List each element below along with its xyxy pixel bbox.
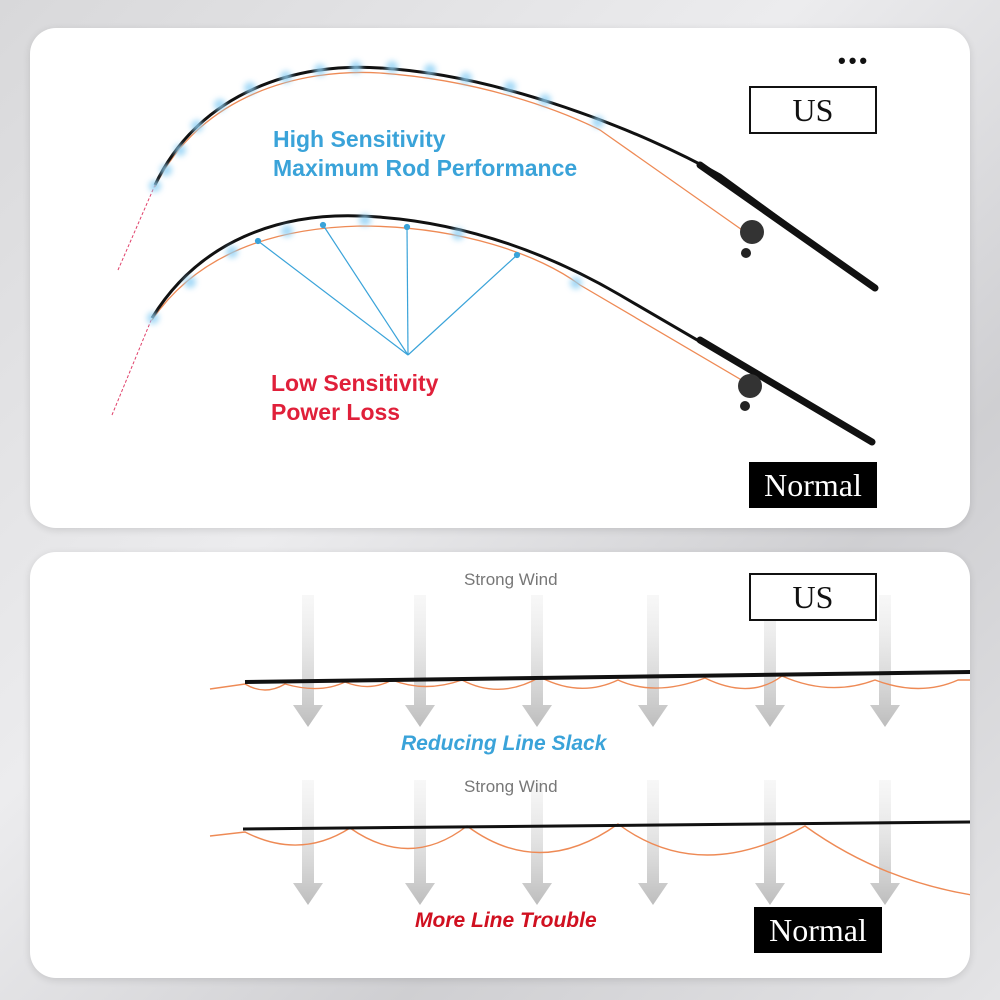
wind-illustration	[209, 595, 970, 905]
wind-arrow-icon	[755, 595, 785, 727]
wind-arrow-icon	[293, 595, 323, 727]
us-label: US	[749, 573, 877, 621]
us-caption: High Sensitivity Maximum Rod Performance	[273, 125, 577, 183]
wind-arrow-icon	[522, 595, 552, 727]
sensitivity-loss-lines	[254, 221, 521, 356]
more-dots-icon[interactable]: •••	[838, 48, 871, 73]
us-caption-line2: Maximum Rod Performance	[273, 155, 578, 181]
wind-arrow-icon	[293, 780, 323, 905]
top-comparison-panel: ••• US Normal High Sensitivity Maximum R…	[30, 28, 970, 528]
normal-rod	[150, 214, 873, 444]
us-caption-line1: High Sensitivity	[273, 126, 446, 152]
normal-label: Normal	[749, 462, 877, 508]
us-guides-glow	[149, 61, 604, 192]
wind-arrows-top	[293, 595, 900, 727]
normal-rod	[242, 820, 970, 831]
wind-arrow-icon	[405, 780, 435, 905]
wind-arrow-icon	[405, 595, 435, 727]
us-rod	[244, 670, 970, 684]
normal-fishing-line	[209, 823, 970, 896]
us-label: US	[749, 86, 877, 134]
wind-arrow-icon	[638, 595, 668, 727]
wind-arrow-icon	[870, 780, 900, 905]
wind-arrow-icon	[522, 780, 552, 905]
normal-reel-icon	[738, 374, 762, 411]
normal-caption: More Line Trouble	[415, 909, 597, 932]
normal-caption: Low Sensitivity Power Loss	[271, 369, 438, 427]
us-fishing-line	[209, 675, 970, 691]
rod-bend-illustration	[111, 61, 879, 446]
us-fishing-line	[154, 71, 746, 233]
wind-arrow-icon	[638, 780, 668, 905]
us-reel-icon	[740, 220, 764, 258]
wind-label-bottom: Strong Wind	[464, 777, 558, 796]
normal-label: Normal	[754, 907, 882, 953]
normal-fishing-line	[151, 225, 746, 383]
wind-arrows-bottom	[293, 780, 900, 905]
bottom-comparison-panel: Strong Wind Strong Wind US Normal Reduci…	[30, 552, 970, 978]
normal-caption-line2: Power Loss	[271, 399, 401, 425]
wind-arrow-icon	[870, 595, 900, 727]
wind-label-top: Strong Wind	[464, 570, 558, 589]
us-line	[117, 184, 156, 271]
us-caption: Reducing Line Slack	[401, 732, 607, 755]
normal-caption-line1: Low Sensitivity	[271, 370, 439, 396]
